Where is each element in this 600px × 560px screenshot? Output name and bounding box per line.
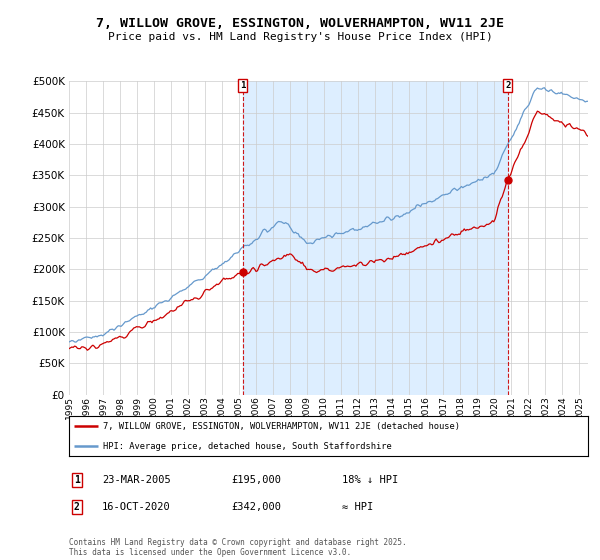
Text: 23-MAR-2005: 23-MAR-2005	[102, 475, 171, 485]
Text: 18% ↓ HPI: 18% ↓ HPI	[342, 475, 398, 485]
Bar	[243, 81, 508, 395]
Text: £342,000: £342,000	[231, 502, 281, 512]
Text: 7, WILLOW GROVE, ESSINGTON, WOLVERHAMPTON, WV11 2JE: 7, WILLOW GROVE, ESSINGTON, WOLVERHAMPTO…	[96, 17, 504, 30]
Text: Contains HM Land Registry data © Crown copyright and database right 2025.
This d: Contains HM Land Registry data © Crown c…	[69, 538, 407, 557]
Text: £195,000: £195,000	[231, 475, 281, 485]
Text: ≈ HPI: ≈ HPI	[342, 502, 373, 512]
Text: 1: 1	[240, 81, 245, 90]
Text: 16-OCT-2020: 16-OCT-2020	[102, 502, 171, 512]
Text: 2: 2	[74, 502, 80, 512]
Text: 7, WILLOW GROVE, ESSINGTON, WOLVERHAMPTON, WV11 2JE (detached house): 7, WILLOW GROVE, ESSINGTON, WOLVERHAMPTO…	[103, 422, 460, 431]
Text: 2: 2	[505, 81, 511, 90]
Text: 1: 1	[74, 475, 80, 485]
Text: Price paid vs. HM Land Registry's House Price Index (HPI): Price paid vs. HM Land Registry's House …	[107, 32, 493, 43]
Text: HPI: Average price, detached house, South Staffordshire: HPI: Average price, detached house, Sout…	[103, 442, 391, 451]
